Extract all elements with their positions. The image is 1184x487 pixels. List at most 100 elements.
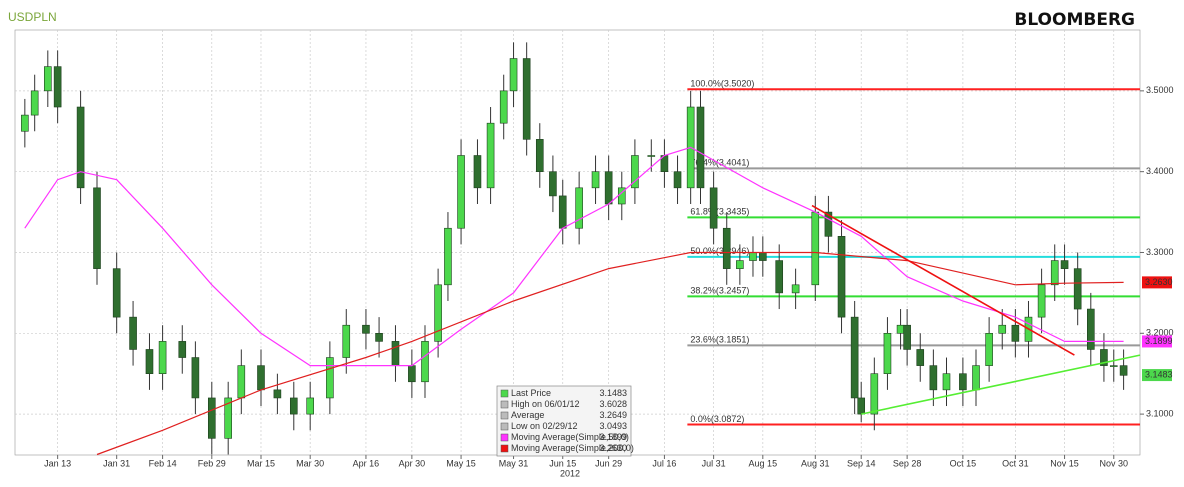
legend-name: High on 06/01/12 [511,399,580,409]
x-tick-label: Sep 14 [847,458,876,468]
candle-body [722,227,731,269]
candle-body [985,332,993,366]
candle-body [1037,284,1046,318]
candle-body [759,252,767,261]
x-tick-label: Apr 16 [353,458,380,468]
candle-body [972,365,980,391]
y-tick-label: 3.3000 [1146,247,1174,257]
x-tick-label: May 31 [499,458,529,468]
candle-body [535,139,544,172]
candle-body [857,397,866,415]
x-tick-label: Aug 31 [801,458,830,468]
candle-body [158,341,167,375]
moving-average-line [96,251,1124,456]
x-tick-label: Apr 30 [399,458,426,468]
x-tick-label: Jun 29 [595,458,622,468]
candle-body [391,341,400,366]
candle-body [522,58,531,140]
fib-label: 76.4%(3.4041) [690,158,749,168]
x-tick-label: Jan 31 [103,458,130,468]
candle-body [591,171,600,189]
last-value-box [1142,369,1172,382]
last-value-label: 3.1483 [1145,369,1173,379]
candle-body [709,187,718,229]
candle-body [791,284,800,294]
candle-body [375,332,383,342]
x-tick-label: Nov 15 [1050,458,1079,468]
last-value-box [1142,335,1172,348]
candle-body [549,171,557,197]
y-tick-label: 3.5000 [1146,85,1174,95]
y-tick-label: 3.4000 [1146,166,1174,176]
x-tick-label: Oct 31 [1002,458,1029,468]
x-tick-label: Oct 15 [950,458,977,468]
candle-body [473,155,482,189]
candle-body [696,106,705,189]
legend-icon [500,400,509,409]
y-tick-label: 3.1000 [1146,408,1174,418]
candle-body [112,268,121,318]
candle-body [93,187,101,269]
candle-body [811,211,820,286]
candle-body [362,324,370,334]
source-logo: BLOOMBERG [1014,10,1135,30]
fib-label: 23.6%(3.1851) [690,335,749,345]
candle-body [1060,260,1069,269]
candle-body [883,332,892,375]
x-tick-label: Mar 30 [296,458,324,468]
last-value-label: 3.2630 [1145,277,1173,287]
legend-icon [500,433,509,442]
x-tick-label: Jan 13 [44,458,71,468]
candle-body [775,260,784,294]
candle-body [749,252,757,261]
year-label: 2012 [560,468,580,478]
candle-body [289,397,298,415]
candle-body [1050,260,1059,286]
legend-value: 3.1483 [599,388,627,398]
chart-title: USDPLN [8,10,57,24]
candle-body [850,316,859,399]
candle-body [1100,349,1108,366]
x-tick-label: May 15 [446,458,476,468]
last-value-label: 3.1899 [1145,336,1173,346]
trend-line [861,354,1141,415]
candle-body [959,373,967,391]
candle-body [207,397,216,439]
candle-body [736,260,744,269]
legend-value: 3.6028 [599,399,627,409]
candle-body [1119,365,1128,376]
legend-value: 3.0493 [599,421,627,431]
candle-body [1011,324,1020,342]
legend-icon [500,422,509,431]
candle-body [326,357,334,399]
fib-label: 0.0%(3.0872) [690,414,744,424]
candle-body [145,349,154,375]
candle-body [129,316,137,350]
legend-value: 3.2649 [599,410,627,420]
fib-label: 38.2%(3.2457) [690,286,749,296]
candle-body [421,341,429,383]
legend-value: 3.1899 [599,432,627,442]
candle-body [558,195,567,229]
candle-body [486,122,495,189]
candle-body [273,389,282,399]
fib-label: 100.0%(3.5020) [690,79,754,89]
y-tick-label: 3.2000 [1146,328,1174,338]
candle-body [509,58,518,92]
legend-name: Average [511,410,544,420]
candle-body [903,324,911,350]
candle-body [342,324,351,358]
candle-body [306,397,314,415]
candle-body [942,373,951,391]
candle-body [631,155,639,189]
candle-body [257,365,265,391]
candle-body [1087,308,1095,350]
candle-body [434,284,442,342]
candle-body [43,66,52,92]
legend-name: Moving Average(Simple,50,0) [511,432,629,442]
candle-body [837,236,846,318]
legend-name: Moving Average(Simple,200,0) [511,443,634,453]
candle-body [444,227,452,286]
candle-body [1073,268,1082,310]
